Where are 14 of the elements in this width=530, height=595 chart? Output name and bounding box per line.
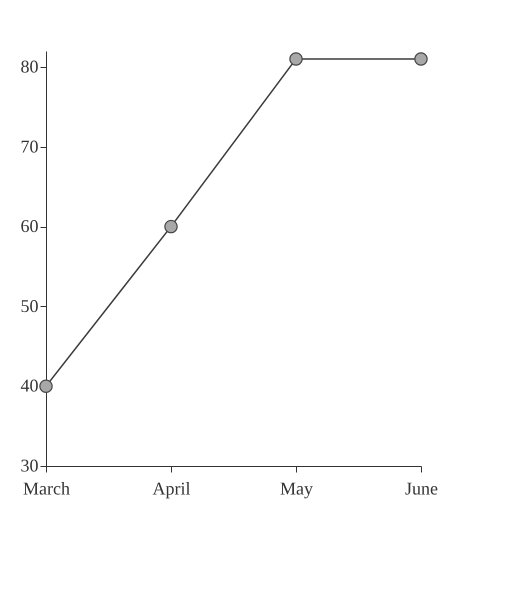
y-tick-label: 40: [20, 376, 38, 396]
y-tick-label: 60: [20, 216, 38, 236]
x-tick-label: May: [280, 478, 313, 498]
y-tick-label: 80: [20, 56, 38, 76]
x-tick-label: March: [23, 478, 70, 498]
point: [164, 220, 178, 234]
y-tick-label: 70: [20, 136, 38, 156]
point: [289, 52, 303, 66]
y-tick-label: 50: [20, 296, 38, 316]
x-tick-label: April: [152, 478, 190, 498]
point: [39, 379, 53, 393]
x-tick-label: June: [405, 478, 438, 498]
y-tick-label: 30: [20, 456, 38, 476]
point: [414, 52, 428, 66]
